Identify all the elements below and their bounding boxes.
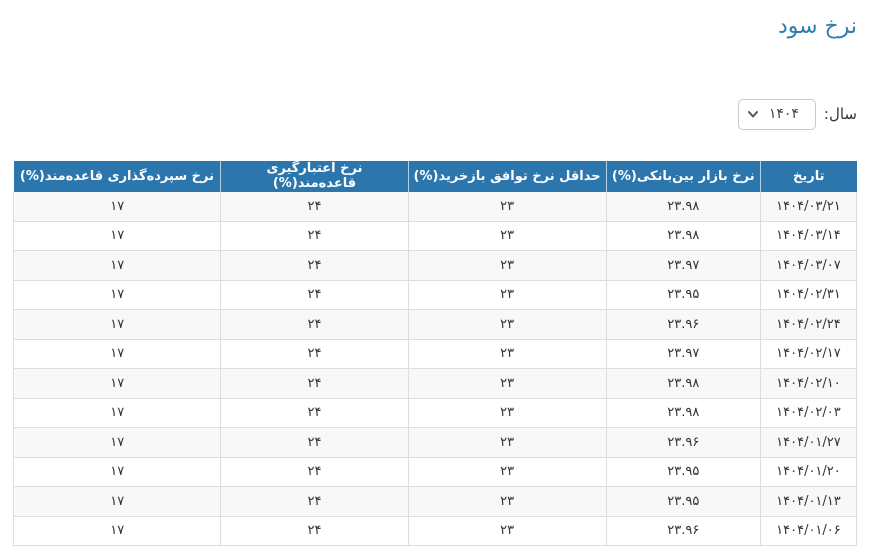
table-cell: ۲۴ [220, 221, 409, 252]
table-row: ۱۴۰۴/۰۲/۳۱ ۲۳.۹۵ ۲۳ ۲۴ ۱۷ [13, 280, 857, 311]
table-cell: ۲۳.۹۸ [606, 221, 761, 252]
column-header: حداقل نرخ توافق بازخرید(%) [408, 160, 607, 192]
table-cell: ۱۴۰۴/۰۲/۰۳ [760, 398, 857, 429]
table-cell: ۱۴۰۴/۰۲/۱۰ [760, 368, 857, 399]
table-cell: ۱۴۰۴/۰۳/۲۱ [760, 191, 857, 222]
table-cell: ۲۳ [408, 457, 607, 488]
table-cell: ۱۷ [13, 398, 222, 429]
table-cell: ۲۳ [408, 398, 607, 429]
table-cell: ۱۷ [13, 250, 222, 281]
table-cell: ۱۴۰۴/۰۲/۲۴ [760, 309, 857, 340]
table-row: ۱۴۰۴/۰۱/۲۰ ۲۳.۹۵ ۲۳ ۲۴ ۱۷ [13, 457, 857, 488]
table-cell: ۲۳ [408, 339, 607, 370]
table-cell: ۲۳ [408, 309, 607, 340]
table-cell: ۲۳ [408, 427, 607, 458]
table-header: تاریخ نرخ بازار بین‌بانکی(%) حداقل نرخ توا… [13, 160, 857, 192]
table-cell: ۲۴ [220, 280, 409, 311]
table-row: ۱۴۰۴/۰۲/۱۰ ۲۳.۹۸ ۲۳ ۲۴ ۱۷ [13, 368, 857, 399]
interest-rates-table: تاریخ نرخ بازار بین‌بانکی(%) حداقل نرخ توا… [13, 160, 857, 547]
table-cell: ۲۴ [220, 250, 409, 281]
table-cell: ۲۴ [220, 398, 409, 429]
table-row: ۱۴۰۴/۰۱/۰۶ ۲۳.۹۶ ۲۳ ۲۴ ۱۷ [13, 516, 857, 547]
table-cell: ۲۳ [408, 486, 607, 517]
table-cell: ۱۴۰۴/۰۱/۲۷ [760, 427, 857, 458]
column-header: نرخ سپرده‌گذاری قاعده‌مند(%) [13, 160, 222, 192]
table-body: ۱۴۰۴/۰۳/۲۱ ۲۳.۹۸ ۲۳ ۲۴ ۱۷ ۱۴۰۴/۰۳/۱۴ ۲۳.۹۸ ۲۳ ۲۴… [13, 191, 857, 547]
table-cell: ۱۷ [13, 221, 222, 252]
table-cell: ۱۷ [13, 191, 222, 222]
table-row: ۱۴۰۴/۰۳/۰۷ ۲۳.۹۷ ۲۳ ۲۴ ۱۷ [13, 250, 857, 281]
table-cell: ۲۳.۹۶ [606, 427, 761, 458]
table-row: ۱۴۰۴/۰۲/۰۳ ۲۳.۹۸ ۲۳ ۲۴ ۱۷ [13, 398, 857, 429]
table-row: ۱۴۰۴/۰۳/۱۴ ۲۳.۹۸ ۲۳ ۲۴ ۱۷ [13, 221, 857, 252]
table-cell: ۲۴ [220, 339, 409, 370]
table-cell: ۲۴ [220, 368, 409, 399]
table-cell: ۲۳ [408, 221, 607, 252]
table-cell: ۱۴۰۴/۰۲/۱۷ [760, 339, 857, 370]
table-cell: ۱۷ [13, 457, 222, 488]
column-header: تاریخ [760, 160, 857, 192]
table-cell: ۲۳.۹۷ [606, 250, 761, 281]
table-cell: ۲۳.۹۸ [606, 368, 761, 399]
chevron-down-icon [747, 108, 759, 120]
table-cell: ۲۳ [408, 191, 607, 222]
year-selector-row: سال: ۱۴۰۴ [13, 98, 857, 130]
table-cell: ۱۷ [13, 486, 222, 517]
table-cell: ۲۴ [220, 486, 409, 517]
table-cell: ۲۴ [220, 457, 409, 488]
table-cell: ۱۴۰۴/۰۲/۳۱ [760, 280, 857, 311]
table-row: ۱۴۰۴/۰۲/۲۴ ۲۳.۹۶ ۲۳ ۲۴ ۱۷ [13, 309, 857, 340]
table-cell: ۲۳.۹۵ [606, 280, 761, 311]
table-cell: ۱۴۰۴/۰۳/۱۴ [760, 221, 857, 252]
table-cell: ۲۴ [220, 427, 409, 458]
column-header: نرخ بازار بین‌بانکی(%) [606, 160, 761, 192]
table-cell: ۲۳ [408, 250, 607, 281]
year-select-value: ۱۴۰۴ [768, 106, 799, 123]
table-row: ۱۴۰۴/۰۱/۱۳ ۲۳.۹۵ ۲۳ ۲۴ ۱۷ [13, 486, 857, 517]
table-cell: ۲۳.۹۷ [606, 339, 761, 370]
table-cell: ۱۴۰۴/۰۱/۱۳ [760, 486, 857, 517]
page-title: نرخ سود [777, 14, 857, 39]
table-row: ۱۴۰۴/۰۲/۱۷ ۲۳.۹۷ ۲۳ ۲۴ ۱۷ [13, 339, 857, 370]
table-cell: ۲۳.۹۶ [606, 516, 761, 547]
table-cell: ۲۴ [220, 516, 409, 547]
table-cell: ۱۷ [13, 339, 222, 370]
table-cell: ۲۳.۹۵ [606, 486, 761, 517]
year-label: سال: [823, 105, 857, 124]
table-header-row: تاریخ نرخ بازار بین‌بانکی(%) حداقل نرخ توا… [13, 160, 857, 192]
table-cell: ۲۳ [408, 368, 607, 399]
table-cell: ۲۳.۹۶ [606, 309, 761, 340]
table-cell: ۲۳ [408, 516, 607, 547]
column-header: نرخ اعتبارگیری قاعده‌مند(%) [220, 160, 409, 192]
table-cell: ۱۴۰۴/۰۱/۲۰ [760, 457, 857, 488]
table-cell: ۱۷ [13, 368, 222, 399]
table-cell: ۲۳.۹۵ [606, 457, 761, 488]
table-cell: ۲۳.۹۸ [606, 398, 761, 429]
table-cell: ۱۴۰۴/۰۳/۰۷ [760, 250, 857, 281]
year-select[interactable]: ۱۴۰۴ [737, 98, 816, 130]
page: نرخ سود سال: ۱۴۰۴ تاریخ نرخ بازار بین‌بان… [0, 13, 870, 549]
table-row: ۱۴۰۴/۰۱/۲۷ ۲۳.۹۶ ۲۳ ۲۴ ۱۷ [13, 427, 857, 458]
table-cell: ۱۷ [13, 516, 222, 547]
table-cell: ۱۷ [13, 280, 222, 311]
table-cell: ۲۴ [220, 191, 409, 222]
table-cell: ۱۷ [13, 427, 222, 458]
table-row: ۱۴۰۴/۰۳/۲۱ ۲۳.۹۸ ۲۳ ۲۴ ۱۷ [13, 191, 857, 222]
table-cell: ۲۳ [408, 280, 607, 311]
table-cell: ۲۳.۹۸ [606, 191, 761, 222]
table-cell: ۱۴۰۴/۰۱/۰۶ [760, 516, 857, 547]
table-cell: ۲۴ [220, 309, 409, 340]
table-cell: ۱۷ [13, 309, 222, 340]
